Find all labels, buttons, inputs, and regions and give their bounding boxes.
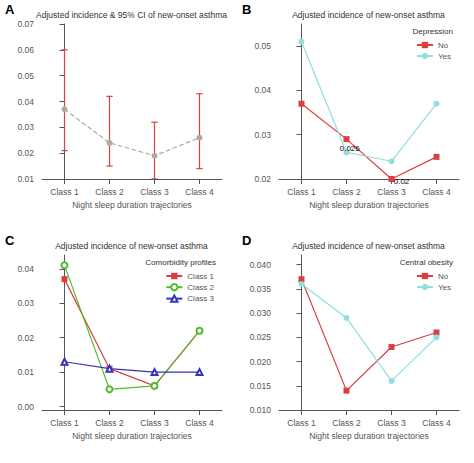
svg-text:0.03: 0.03 [254, 130, 271, 140]
svg-text:Class 4: Class 4 [185, 187, 214, 197]
svg-text:Class 2: Class 2 [332, 187, 361, 197]
svg-text:0.06: 0.06 [17, 45, 34, 55]
svg-text:Class 4: Class 4 [422, 418, 451, 428]
svg-text:Yes: Yes [438, 52, 451, 61]
svg-text:0.040: 0.040 [250, 260, 272, 270]
svg-text:0.010: 0.010 [250, 405, 272, 415]
svg-text:0.030: 0.030 [250, 308, 272, 318]
svg-text:0.025: 0.025 [250, 332, 272, 342]
svg-text:Night sleep duration trajector: Night sleep duration trajectories [309, 200, 429, 210]
svg-text:A: A [5, 2, 15, 17]
svg-text:0.04: 0.04 [17, 97, 34, 107]
svg-text:0.02: 0.02 [394, 177, 410, 186]
svg-text:Adjusted incidence & 95% CI of: Adjusted incidence & 95% CI of new-onset… [36, 10, 227, 20]
svg-text:0.02: 0.02 [17, 333, 34, 343]
svg-text:Class 2: Class 2 [332, 418, 361, 428]
svg-text:B: B [242, 2, 251, 17]
svg-text:Adjusted incidence of new-onse: Adjusted incidence of new-onset asthma [292, 10, 445, 20]
svg-text:Class 2: Class 2 [95, 418, 124, 428]
svg-text:0.020: 0.020 [250, 357, 272, 367]
svg-text:0.07: 0.07 [17, 19, 34, 29]
svg-text:0.02: 0.02 [17, 148, 34, 158]
svg-text:No: No [438, 272, 449, 281]
svg-text:Class 3: Class 3 [140, 187, 169, 197]
svg-text:Night sleep duration trajector: Night sleep duration trajectories [72, 431, 192, 441]
svg-text:Adjusted incidence of new-onse: Adjusted incidence of new-onset asthma [292, 241, 445, 251]
svg-text:0.035: 0.035 [250, 284, 272, 294]
svg-text:Class 2: Class 2 [187, 283, 214, 292]
svg-text:Class 1: Class 1 [50, 187, 79, 197]
svg-text:Class 1: Class 1 [287, 418, 316, 428]
svg-text:0.015: 0.015 [250, 381, 272, 391]
svg-text:Night sleep duration trajector: Night sleep duration trajectories [309, 431, 429, 441]
svg-text:Class 3: Class 3 [140, 418, 169, 428]
svg-text:0.04: 0.04 [254, 85, 271, 95]
svg-text:No: No [438, 41, 449, 50]
svg-text:0.00: 0.00 [17, 402, 34, 412]
svg-text:Yes: Yes [438, 283, 451, 292]
svg-text:0.01: 0.01 [17, 367, 34, 377]
svg-text:Class 3: Class 3 [187, 294, 214, 303]
svg-text:0.01: 0.01 [17, 174, 34, 184]
svg-text:0.05: 0.05 [17, 71, 34, 81]
svg-text:0.02: 0.02 [254, 174, 271, 184]
svg-text:0.03: 0.03 [17, 122, 34, 132]
svg-text:Depression: Depression [413, 27, 453, 36]
svg-text:Class 3: Class 3 [377, 187, 406, 197]
svg-text:Comorbidity profiles: Comorbidity profiles [145, 258, 216, 267]
svg-text:Night sleep duration trajector: Night sleep duration trajectories [72, 200, 192, 210]
svg-text:D: D [242, 233, 251, 248]
svg-text:Class 4: Class 4 [422, 187, 451, 197]
svg-text:Class 3: Class 3 [377, 418, 406, 428]
svg-text:Class 2: Class 2 [95, 187, 124, 197]
svg-text:Class 1: Class 1 [50, 418, 79, 428]
svg-text:C: C [5, 233, 15, 248]
svg-text:Class 1: Class 1 [287, 187, 316, 197]
svg-text:Class 4: Class 4 [185, 418, 214, 428]
svg-text:0.026: 0.026 [340, 144, 361, 153]
svg-text:0.03: 0.03 [17, 298, 34, 308]
svg-text:Central obesity: Central obesity [400, 258, 453, 267]
svg-text:0.04: 0.04 [17, 264, 34, 274]
svg-text:0.05: 0.05 [254, 41, 271, 51]
svg-text:Adjusted incidence of new-onse: Adjusted incidence of new-onset asthma [55, 241, 208, 251]
svg-text:Class 1: Class 1 [187, 272, 214, 281]
